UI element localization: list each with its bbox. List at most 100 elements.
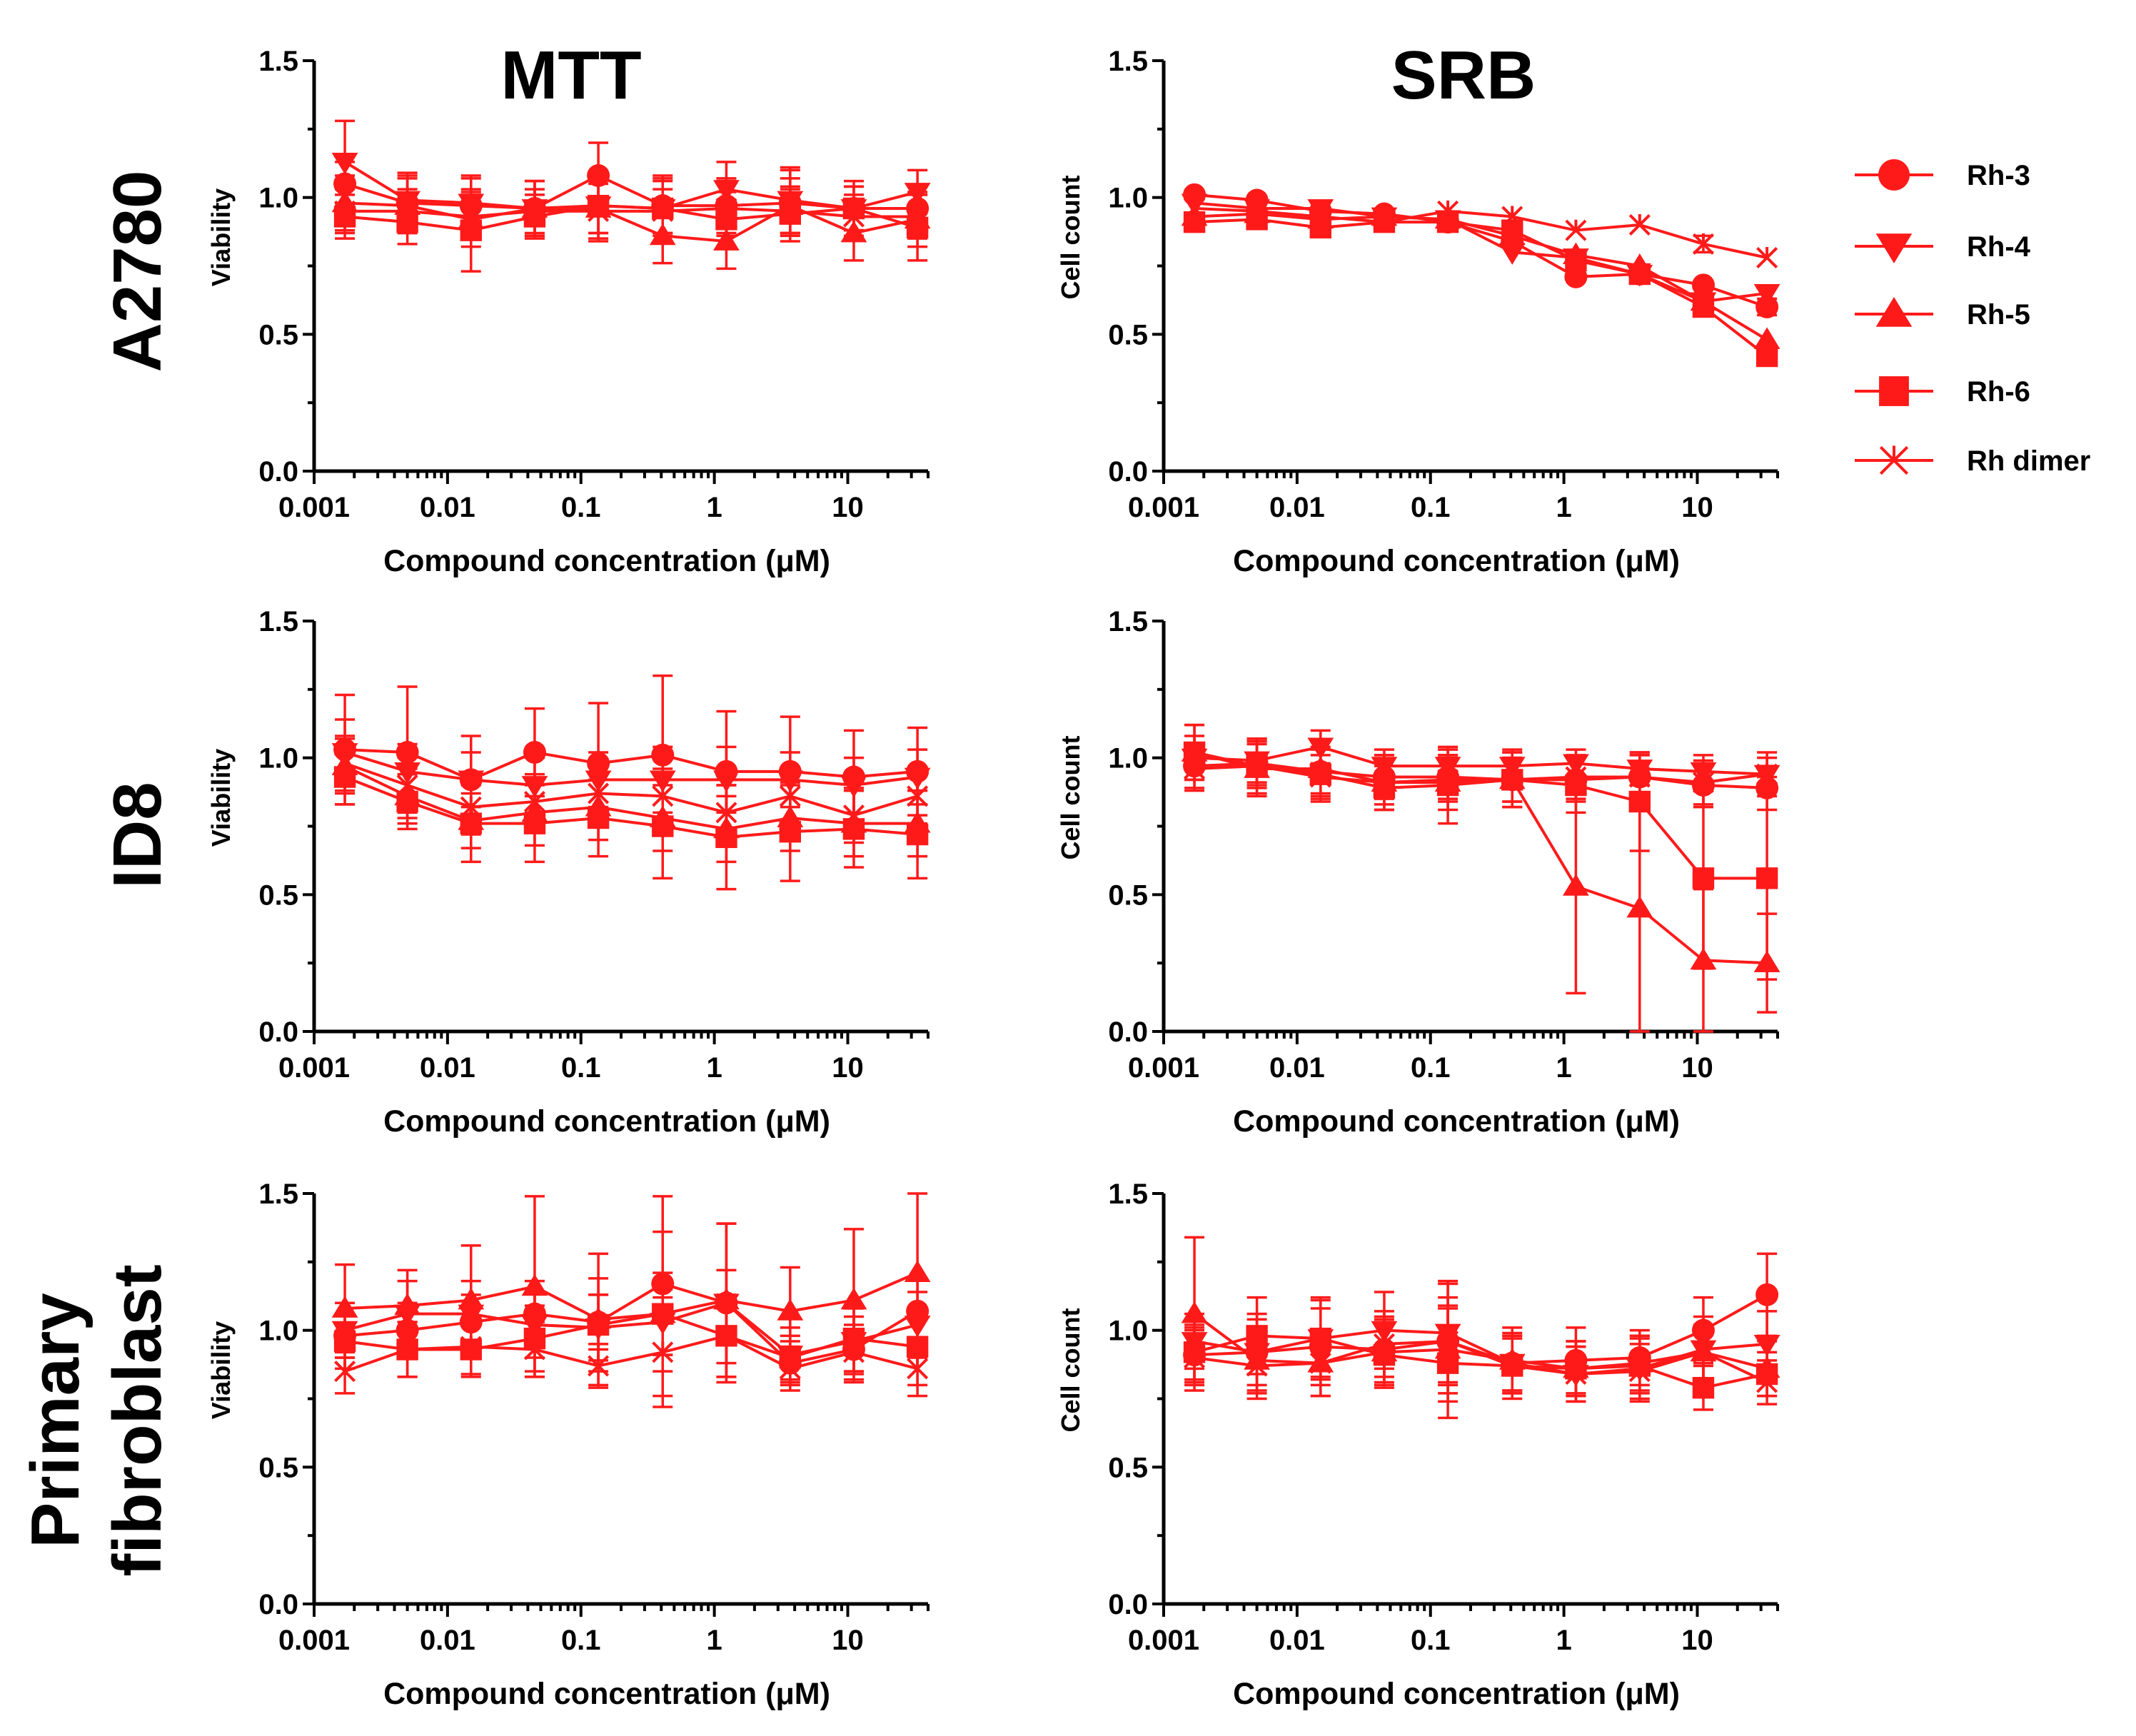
data-point: [1436, 211, 1459, 233]
x-axis-title: Compound concentration (μM): [1233, 544, 1680, 578]
series-rh-dimer: [334, 179, 929, 240]
x-tick-label: 1: [706, 492, 722, 523]
series-rh-dimer: [1184, 1296, 1778, 1406]
x-tick-label: 0.01: [1269, 1625, 1325, 1656]
x-tick-label: 0.001: [278, 492, 350, 523]
series-rh-5: [331, 1192, 931, 1398]
data-point: [1755, 345, 1778, 368]
data-point: [334, 752, 356, 774]
x-tick-label: 0.01: [1269, 492, 1325, 523]
y-tick-label: 1.5: [1108, 1179, 1148, 1210]
series-rh-5: [1181, 201, 1780, 349]
data-point: [1184, 757, 1206, 780]
series-rh-4: [331, 718, 931, 814]
data-point: [652, 785, 674, 807]
data-point: [1501, 206, 1523, 228]
legend-label: Rh-5: [1967, 299, 2030, 330]
legend-item-rh-6: Rh-6: [1855, 376, 2030, 408]
data-point: [1246, 1355, 1268, 1377]
data-point: [1753, 327, 1780, 349]
y-axis-title: Viability: [206, 1321, 236, 1419]
data-point: [779, 200, 801, 222]
column-title-mtt: MTT: [500, 37, 641, 113]
data-point: [588, 200, 610, 222]
row-label-a2780: A2780: [99, 171, 176, 373]
data-point: [842, 206, 865, 228]
y-tick-label: 0.0: [258, 1016, 298, 1048]
row-label-primary: Primary: [17, 1293, 94, 1548]
data-point: [1501, 769, 1523, 791]
data-point: [460, 796, 482, 818]
series-line: [1194, 218, 1768, 358]
series-rh-dimer: [334, 735, 929, 844]
y-tick-label: 0.5: [258, 1452, 298, 1483]
series-line: [344, 1282, 919, 1365]
legend-label: Rh dimer: [1967, 445, 2090, 477]
y-tick-label: 1.5: [1108, 46, 1148, 77]
data-point: [904, 1260, 931, 1283]
data-point: [1437, 769, 1459, 791]
series-line: [344, 748, 918, 782]
series-line: [1194, 193, 1768, 308]
data-point: [1628, 1361, 1651, 1383]
data-point: [1756, 763, 1778, 785]
x-tick-label: 0.1: [1411, 492, 1451, 523]
data-point: [1755, 1283, 1779, 1306]
y-tick-label: 0.0: [1108, 1016, 1148, 1048]
y-tick-label: 0.5: [1108, 879, 1148, 911]
data-point: [1628, 263, 1651, 286]
data-point: [1692, 867, 1715, 889]
x-tick-label: 10: [832, 492, 864, 523]
series-line: [344, 1271, 918, 1321]
series-line: [344, 1334, 918, 1373]
x-tick-label: 10: [832, 1052, 864, 1084]
data-point: [1628, 213, 1651, 236]
data-point: [1755, 867, 1778, 889]
y-tick-label: 0.0: [258, 1589, 298, 1620]
data-point: [334, 1361, 356, 1383]
x-tick-label: 0.01: [420, 492, 475, 523]
series-line: [1194, 1334, 1768, 1390]
data-point: [907, 785, 929, 807]
data-point: [1755, 296, 1779, 318]
legend-item-rh-3: Rh-3: [1855, 159, 2030, 191]
data-point: [1373, 211, 1395, 233]
x-tick-label: 0.001: [1128, 1625, 1199, 1656]
legend-marker: [1875, 296, 1913, 327]
data-point: [1181, 1301, 1208, 1323]
x-tick-label: 0.01: [1269, 1052, 1325, 1084]
y-tick-label: 1.5: [258, 1179, 298, 1210]
series-rh-dimer: [1184, 197, 1778, 269]
data-point: [715, 1325, 737, 1347]
x-axis-title: Compound concentration (μM): [1233, 1104, 1680, 1139]
data-point: [1565, 766, 1587, 788]
y-axis-title: Viability: [206, 749, 236, 847]
y-tick-label: 1.0: [258, 1316, 298, 1347]
x-tick-label: 0.001: [278, 1052, 350, 1084]
legend-marker: [1878, 159, 1910, 191]
data-point: [1753, 283, 1780, 306]
x-axis-title: Compound concentration (μM): [383, 1104, 830, 1139]
y-tick-label: 1.5: [1108, 606, 1148, 637]
y-tick-label: 1.0: [258, 183, 298, 214]
data-point: [842, 1341, 865, 1363]
column-title-srb: SRB: [1391, 37, 1536, 113]
y-axis-title: Cell count: [1056, 1308, 1085, 1432]
legend-label: Rh-6: [1967, 376, 2030, 408]
y-tick-label: 0.5: [1108, 1452, 1148, 1483]
series-rh-dimer: [1184, 742, 1778, 806]
data-point: [1692, 233, 1714, 255]
y-tick-label: 0.0: [258, 456, 298, 488]
y-tick-label: 1.0: [1108, 183, 1148, 214]
data-point: [1309, 766, 1331, 788]
data-point: [1626, 896, 1653, 918]
data-point: [394, 1293, 421, 1316]
data-point: [715, 197, 737, 220]
data-point: [1309, 216, 1331, 239]
legend-marker: [1879, 445, 1909, 475]
